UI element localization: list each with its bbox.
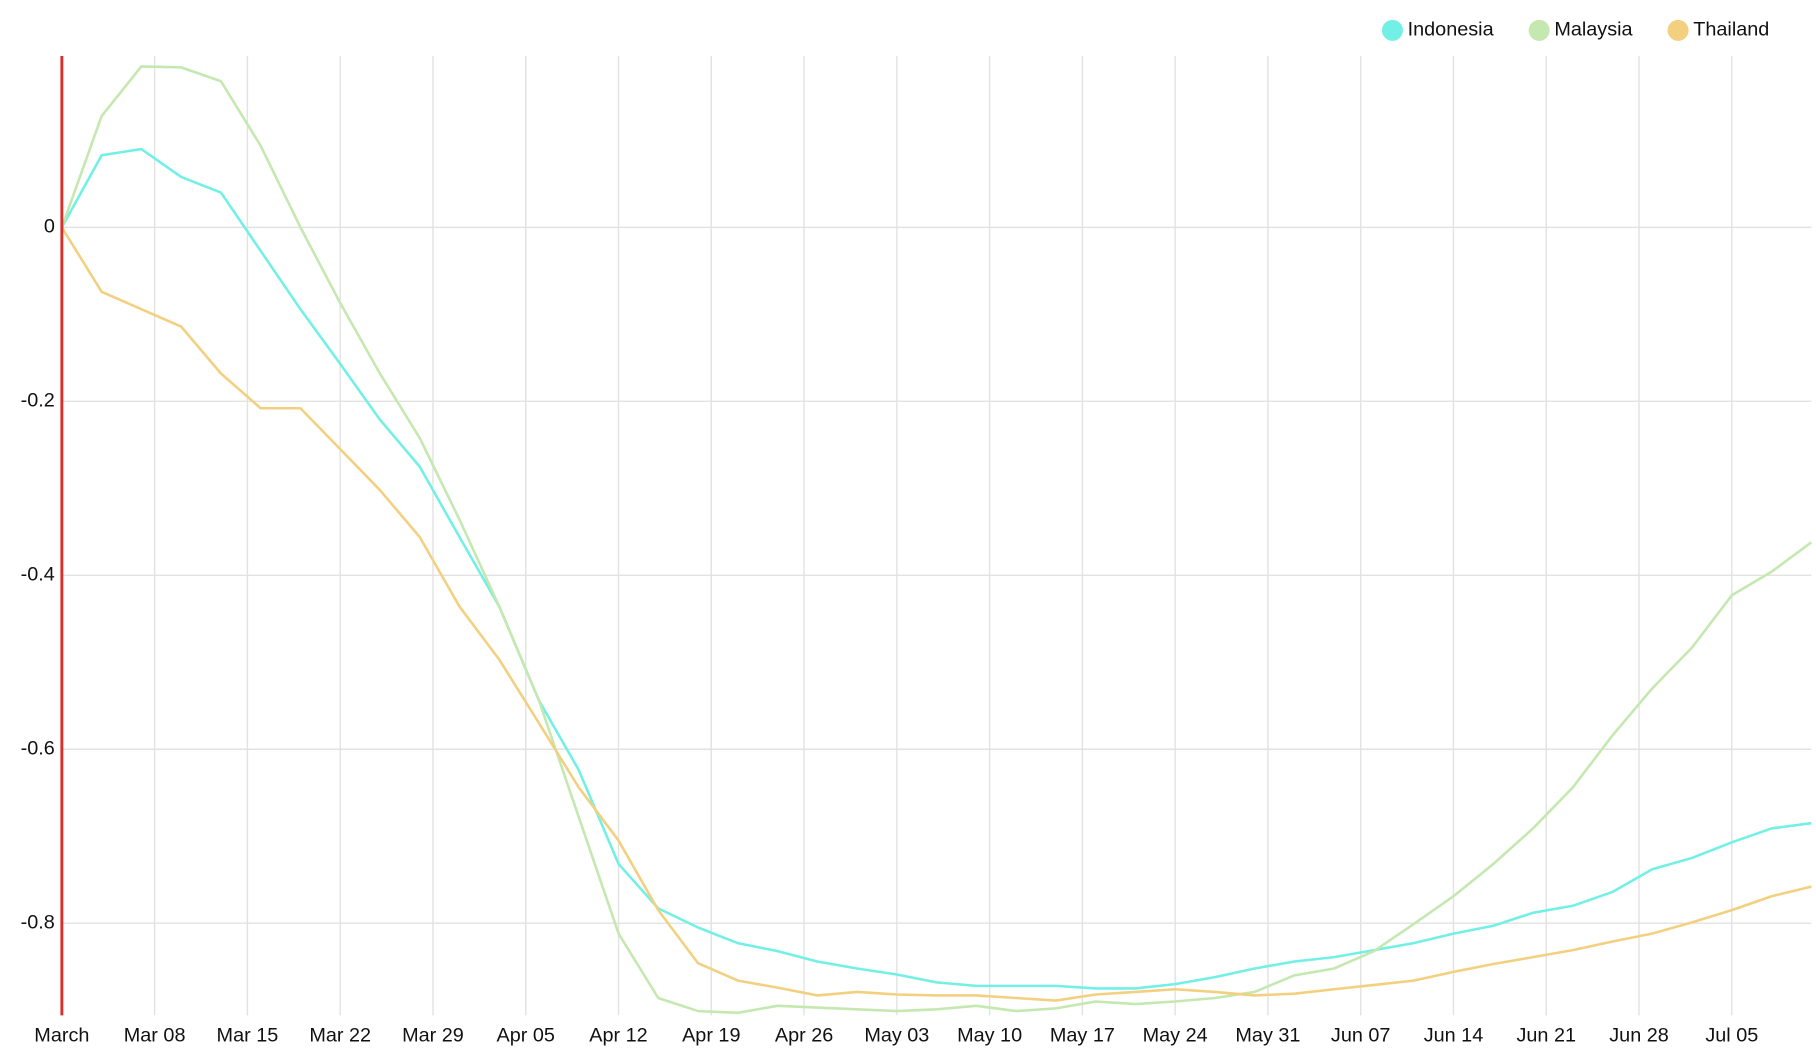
x-tick-label: Jun 07 — [1331, 1025, 1391, 1047]
legend-label: Malaysia — [1554, 19, 1633, 41]
lines — [61, 65, 1813, 1015]
x-tick-label: Jun 21 — [1516, 1025, 1576, 1047]
legend: Indonesia Malaysia Thailand — [1381, 19, 1769, 41]
x-tick-label: May 31 — [1235, 1025, 1300, 1047]
x-tick-label: Apr 12 — [589, 1025, 647, 1047]
y-tick-label: -0.4 — [21, 564, 55, 586]
x-tick-label: March — [34, 1025, 89, 1047]
x-tick-label: Apr 26 — [775, 1025, 833, 1047]
legend-marker — [1381, 19, 1403, 41]
legend-marker — [1528, 19, 1550, 41]
x-tick-label: May 10 — [957, 1025, 1022, 1047]
grid — [61, 56, 1812, 1016]
y-tick-label: -0.6 — [21, 737, 55, 759]
x-tick-label: Mar 22 — [309, 1025, 371, 1047]
x-tick-label: May 17 — [1050, 1025, 1115, 1047]
labels: 0 -0.2 -0.4 -0.6 -0.8 March Mar 08 Mar 15 Mar 22… — [21, 19, 1770, 1047]
x-tick-label: Mar 15 — [217, 1025, 279, 1047]
y-tick-label: -0.2 — [21, 390, 55, 412]
y-tick-label: 0 — [44, 216, 55, 238]
x-tick-label: May 03 — [864, 1025, 929, 1047]
x-tick-label: May 24 — [1143, 1025, 1208, 1047]
series-line — [61, 226, 1812, 1002]
x-tick-label: Apr 19 — [682, 1025, 740, 1047]
legend-label: Indonesia — [1408, 19, 1495, 41]
x-tick-label: Apr 05 — [497, 1025, 555, 1047]
series-line — [61, 65, 1813, 1015]
legend-marker — [1667, 19, 1689, 41]
x-tick-label: Jun 28 — [1609, 1025, 1669, 1047]
y-tick-label: -0.8 — [21, 911, 55, 933]
x-tick-label: Mar 08 — [124, 1025, 186, 1047]
x-tick-label: Jul 05 — [1705, 1025, 1758, 1047]
x-tick-label: Mar 29 — [402, 1025, 464, 1047]
legend-label: Thailand — [1693, 19, 1769, 41]
series-line — [61, 147, 1812, 990]
x-tick-label: Jun 14 — [1424, 1025, 1484, 1047]
